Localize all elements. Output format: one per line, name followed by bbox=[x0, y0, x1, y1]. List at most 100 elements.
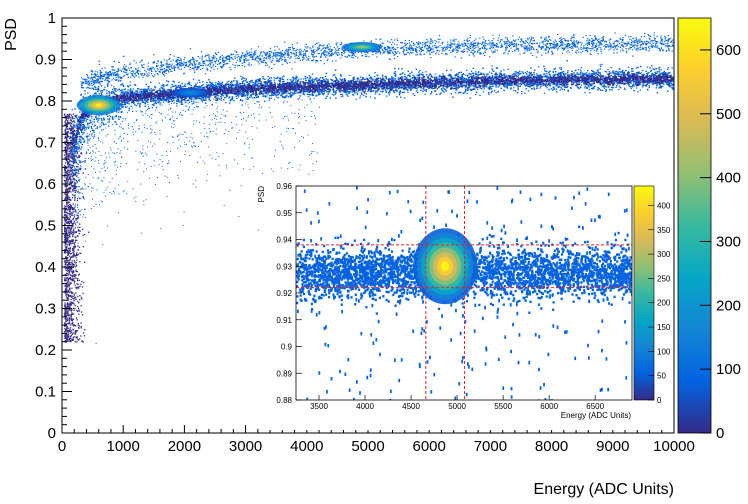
gamma-band-point bbox=[270, 80, 271, 81]
gamma-band-point bbox=[264, 96, 265, 97]
gamma-band-point bbox=[521, 91, 522, 92]
gamma-band-point bbox=[252, 97, 253, 98]
gamma-band-point bbox=[258, 101, 259, 102]
gamma-band-point bbox=[325, 76, 326, 77]
gamma-band-point bbox=[185, 105, 186, 106]
gamma-band-point bbox=[428, 75, 429, 76]
gamma-band-point bbox=[637, 91, 638, 92]
gamma-band-point bbox=[618, 89, 619, 90]
gamma-band-point bbox=[647, 74, 648, 75]
gamma-band-point bbox=[104, 87, 105, 88]
gamma-band-point bbox=[455, 92, 456, 93]
gamma-band-point bbox=[267, 80, 268, 81]
gamma-band-point bbox=[465, 75, 466, 76]
gamma-band-point bbox=[297, 99, 298, 100]
gamma-band-point bbox=[640, 72, 641, 73]
gamma-band-point bbox=[287, 79, 288, 80]
gamma-band-point bbox=[199, 82, 200, 83]
gamma-band-point bbox=[438, 76, 439, 77]
gamma-band-point bbox=[544, 93, 545, 94]
gamma-band-point bbox=[527, 71, 528, 72]
gamma-band-point bbox=[529, 76, 530, 77]
gamma-band-point bbox=[442, 73, 443, 74]
gamma-band-point bbox=[422, 72, 423, 73]
gamma-band-point bbox=[122, 68, 123, 69]
gamma-band-point bbox=[382, 74, 383, 75]
gamma-band-point bbox=[361, 92, 362, 93]
gamma-band-point bbox=[159, 101, 160, 102]
gamma-band-point bbox=[195, 99, 196, 100]
gamma-band-point bbox=[193, 101, 194, 102]
gamma-band-point bbox=[363, 95, 364, 96]
gamma-band-point bbox=[573, 84, 574, 85]
gamma-band-point bbox=[271, 98, 272, 99]
gamma-band-point bbox=[235, 96, 236, 97]
gamma-band-point bbox=[152, 107, 153, 108]
gamma-band-point bbox=[312, 80, 313, 81]
gamma-band-point bbox=[123, 104, 124, 105]
gamma-band-point bbox=[363, 79, 364, 80]
gamma-band-point bbox=[611, 67, 612, 68]
gamma-band-point bbox=[612, 70, 613, 71]
gamma-band-point bbox=[332, 94, 333, 95]
gamma-band-point bbox=[385, 76, 386, 77]
gamma-band-point bbox=[518, 77, 519, 78]
gamma-band-point bbox=[193, 79, 194, 80]
gamma-band-point bbox=[534, 89, 535, 90]
gamma-band-point bbox=[492, 65, 493, 66]
gamma-band-point bbox=[450, 70, 451, 71]
gamma-band-point bbox=[600, 64, 601, 65]
gamma-band-point bbox=[431, 91, 432, 92]
gamma-band-point bbox=[92, 124, 93, 125]
gamma-band-point bbox=[217, 83, 218, 84]
gamma-band-point bbox=[589, 89, 590, 90]
gamma-band-point bbox=[351, 91, 352, 92]
gamma-band-point bbox=[118, 112, 119, 113]
gamma-band-point bbox=[87, 92, 88, 93]
gamma-band-point bbox=[382, 76, 383, 77]
gamma-band-point bbox=[668, 67, 669, 68]
gamma-band-point bbox=[370, 96, 371, 97]
gamma-band-point bbox=[514, 71, 515, 72]
gamma-band-point bbox=[375, 93, 376, 94]
gamma-band-point bbox=[267, 76, 268, 77]
gamma-band-point bbox=[548, 72, 549, 73]
gamma-band-point bbox=[113, 86, 114, 87]
gamma-band-point bbox=[647, 66, 648, 67]
gamma-band-point bbox=[356, 99, 357, 100]
gamma-band-point bbox=[236, 82, 237, 83]
gamma-band-point bbox=[488, 92, 489, 93]
gamma-band-point bbox=[375, 92, 376, 93]
gamma-band-point bbox=[600, 73, 601, 74]
gamma-band-point bbox=[110, 116, 111, 117]
gamma-band-point bbox=[491, 86, 492, 87]
gamma-band-point bbox=[195, 102, 196, 103]
gamma-band-point bbox=[299, 98, 300, 99]
gamma-band-point bbox=[173, 102, 174, 103]
gamma-band-point bbox=[578, 69, 579, 70]
gamma-band-point bbox=[475, 94, 476, 95]
gamma-band-point bbox=[385, 90, 386, 91]
gamma-band-point bbox=[647, 89, 648, 90]
gamma-band-point bbox=[518, 75, 519, 76]
gamma-band-point bbox=[425, 71, 426, 72]
gamma-band-point bbox=[536, 73, 537, 74]
gamma-band-point bbox=[424, 90, 425, 91]
gamma-band-point bbox=[581, 85, 582, 86]
gamma-band-point bbox=[136, 105, 137, 106]
gamma-band-point bbox=[265, 96, 266, 97]
gamma-band-point bbox=[503, 69, 504, 70]
gamma-band-point bbox=[88, 84, 89, 85]
gamma-band-point bbox=[534, 74, 535, 75]
gamma-band-point bbox=[401, 92, 402, 93]
gamma-band-point bbox=[553, 74, 554, 75]
gamma-band-point bbox=[75, 126, 76, 127]
gamma-band-point bbox=[95, 87, 96, 88]
gamma-band-point bbox=[515, 73, 516, 74]
gamma-band-point bbox=[483, 91, 484, 92]
gamma-band-point bbox=[546, 87, 547, 88]
gamma-band-point bbox=[404, 74, 405, 75]
gamma-band-point bbox=[624, 88, 625, 89]
gamma-band-point bbox=[538, 66, 539, 67]
